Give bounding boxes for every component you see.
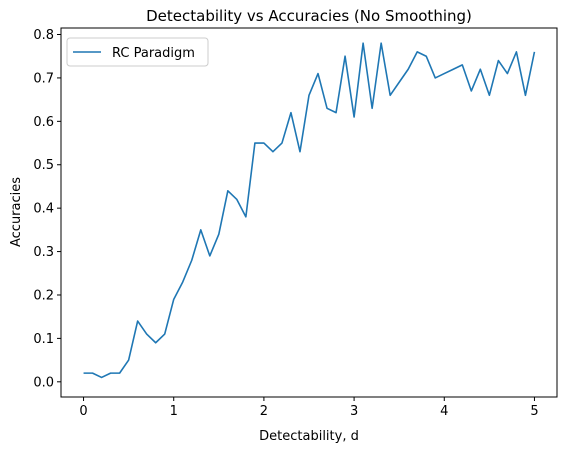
legend: RC Paradigm <box>66 37 209 67</box>
x-tick-label: 0 <box>79 404 87 419</box>
x-axis: 0 1 2 3 4 5 <box>79 397 539 419</box>
x-tick-label: 4 <box>440 404 448 419</box>
x-tick-label: 1 <box>170 404 178 419</box>
y-tick-label: 0.7 <box>33 71 54 86</box>
y-axis-label: Accuracies <box>9 177 24 247</box>
y-tick-label: 0.3 <box>33 245 54 260</box>
y-tick-label: 0.6 <box>33 115 54 130</box>
y-tick-label: 0.4 <box>33 202 54 217</box>
y-tick-label: 0.2 <box>33 288 54 303</box>
x-axis-label: Detectability, d <box>259 429 359 444</box>
plot-frame <box>60 27 558 398</box>
x-tick-label: 3 <box>350 404 358 419</box>
y-tick-label: 0.0 <box>33 375 54 390</box>
y-tick-label: 0.8 <box>33 28 54 43</box>
x-tick-label: 5 <box>530 404 538 419</box>
series-line-0 <box>83 42 536 379</box>
y-tick-label: 0.5 <box>33 158 54 173</box>
chart-title: Detectability vs Accuracies (No Smoothin… <box>146 7 472 25</box>
legend-box <box>66 37 209 67</box>
series-layer <box>83 42 536 379</box>
y-axis: 0.0 0.1 0.2 0.3 0.4 0.5 0.6 0.7 0.8 <box>33 28 61 390</box>
legend-label-rc-paradigm: RC Paradigm <box>112 46 195 61</box>
x-tick-label: 2 <box>260 404 268 419</box>
y-tick-label: 0.1 <box>33 332 54 347</box>
plot-area <box>61 28 557 397</box>
